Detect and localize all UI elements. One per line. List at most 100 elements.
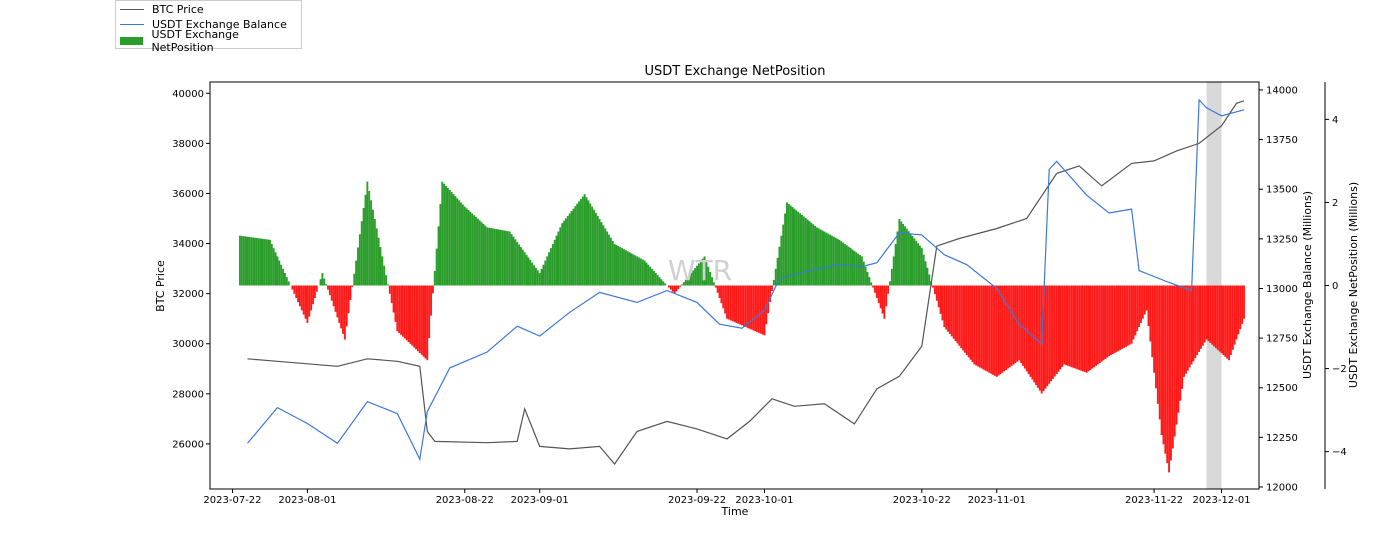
netposition-bar-negative	[1063, 285, 1066, 365]
netposition-bar-positive	[491, 228, 494, 286]
netposition-bar-negative	[1020, 285, 1023, 364]
y-left-tick-label: 38000	[172, 139, 204, 150]
x-tick-label: 2023-08-22	[436, 495, 494, 506]
netposition-bar-positive	[501, 230, 504, 286]
netposition-bar-positive	[890, 268, 893, 286]
netposition-bar-negative	[933, 285, 936, 295]
netposition-bar-negative	[727, 285, 730, 320]
netposition-bar-negative	[1138, 285, 1141, 328]
netposition-bar-positive	[840, 241, 843, 286]
netposition-bar-positive	[443, 183, 446, 286]
netposition-bar-negative	[392, 285, 395, 313]
netposition-bar-negative	[336, 285, 339, 318]
netposition-bar-negative	[306, 285, 309, 323]
netposition-bar-negative	[295, 285, 298, 298]
netposition-bar-negative	[332, 285, 335, 307]
netposition-bar-positive	[364, 194, 367, 286]
netposition-bar-positive	[506, 231, 509, 286]
netposition-bar-negative	[1205, 285, 1208, 340]
netposition-bar-negative	[988, 285, 991, 373]
netposition-bar-positive	[499, 229, 502, 286]
y-right-balance-tick-label: 12250	[1266, 433, 1298, 444]
netposition-bar-positive	[521, 249, 524, 286]
legend-item-usdt-netposition: USDT Exchange NetPosition	[120, 28, 301, 54]
netposition-bar-positive	[694, 268, 697, 286]
netposition-bar-positive	[834, 237, 837, 286]
netposition-bar-positive	[255, 237, 258, 286]
netposition-bar-negative	[754, 285, 757, 332]
y-right-balance-tick-label: 12000	[1266, 483, 1298, 494]
netposition-bar-negative	[962, 285, 964, 351]
netposition-bar-positive	[791, 207, 794, 286]
netposition-bar-negative	[1113, 285, 1116, 353]
netposition-bar-positive	[697, 263, 700, 286]
netposition-bar-negative	[297, 285, 299, 303]
netposition-bar-positive	[604, 228, 607, 286]
netposition-bar-negative	[1057, 285, 1060, 372]
netposition-bar-positive	[624, 250, 627, 286]
netposition-bar-negative	[1160, 285, 1163, 436]
netposition-bar-positive	[623, 249, 625, 286]
netposition-bar-positive	[510, 234, 513, 286]
netposition-bar-negative	[405, 285, 408, 341]
netposition-bar-positive	[692, 270, 695, 286]
netposition-bar-positive	[701, 258, 704, 286]
y-right-netposition-tick-label: 0	[1332, 281, 1338, 292]
netposition-bar-negative	[1158, 285, 1161, 420]
netposition-bar-positive	[508, 231, 511, 286]
netposition-bar-negative	[1235, 285, 1238, 340]
netposition-bar-negative	[1218, 285, 1221, 352]
netposition-bar-negative	[718, 285, 721, 298]
netposition-bar-negative	[426, 285, 429, 361]
netposition-bar-negative	[402, 285, 404, 337]
netposition-bar-positive	[274, 252, 277, 286]
netposition-bar-positive	[366, 181, 369, 286]
netposition-bar-negative	[977, 285, 979, 367]
netposition-bar-positive	[688, 275, 691, 286]
y-right-balance-tick-label: 13250	[1266, 234, 1298, 245]
netposition-bar-negative	[1162, 285, 1165, 445]
netposition-bar-positive	[516, 241, 519, 286]
y-right-netposition-tick-label: 2	[1332, 198, 1338, 209]
netposition-bar-negative	[418, 285, 421, 353]
netposition-bar-negative	[729, 285, 732, 321]
netposition-bar-positive	[615, 245, 618, 286]
netposition-bar-positive	[379, 247, 382, 286]
netposition-bar-negative	[978, 285, 981, 368]
netposition-bar-negative	[394, 285, 397, 322]
netposition-bar-negative	[403, 285, 406, 339]
netposition-bar-negative	[298, 285, 301, 307]
netposition-bar-negative	[767, 285, 770, 314]
legend-label: BTC Price	[152, 3, 204, 16]
netposition-bar-positive	[583, 194, 586, 286]
netposition-bar-negative	[995, 285, 998, 377]
netposition-bar-negative	[1027, 285, 1030, 375]
netposition-bar-negative	[1153, 285, 1156, 373]
netposition-bar-negative	[1091, 285, 1094, 369]
netposition-bar-negative	[971, 285, 974, 363]
netposition-bar-negative	[1207, 285, 1210, 342]
netposition-bar-positive	[557, 231, 560, 286]
netposition-bar-negative	[1211, 285, 1214, 345]
netposition-bar-negative	[1018, 285, 1021, 361]
netposition-bar-negative	[1095, 285, 1097, 366]
netposition-bar-positive	[518, 244, 521, 286]
netposition-bar-positive	[926, 267, 929, 286]
netposition-bar-negative	[351, 285, 354, 287]
netposition-bar-positive	[684, 279, 687, 286]
netposition-bar-positive	[802, 216, 805, 286]
netposition-bar-positive	[662, 281, 665, 286]
netposition-bar-positive	[261, 238, 264, 286]
netposition-bar-negative	[879, 285, 882, 309]
netposition-bar-positive	[280, 264, 283, 286]
netposition-bar-positive	[924, 261, 927, 286]
netposition-bar-positive	[639, 258, 642, 286]
y-axis-label-right-netposition: USDT Exchange NetPosition (Millions)	[1347, 182, 1360, 388]
legend-swatch-balance	[120, 24, 144, 25]
netposition-bar-negative	[1173, 285, 1176, 437]
netposition-bar-negative	[990, 285, 993, 374]
netposition-bar-positive	[463, 206, 466, 286]
netposition-bar-positive	[658, 277, 661, 286]
y-right-balance-tick-label: 13750	[1266, 135, 1298, 146]
netposition-bar-positive	[782, 224, 785, 286]
